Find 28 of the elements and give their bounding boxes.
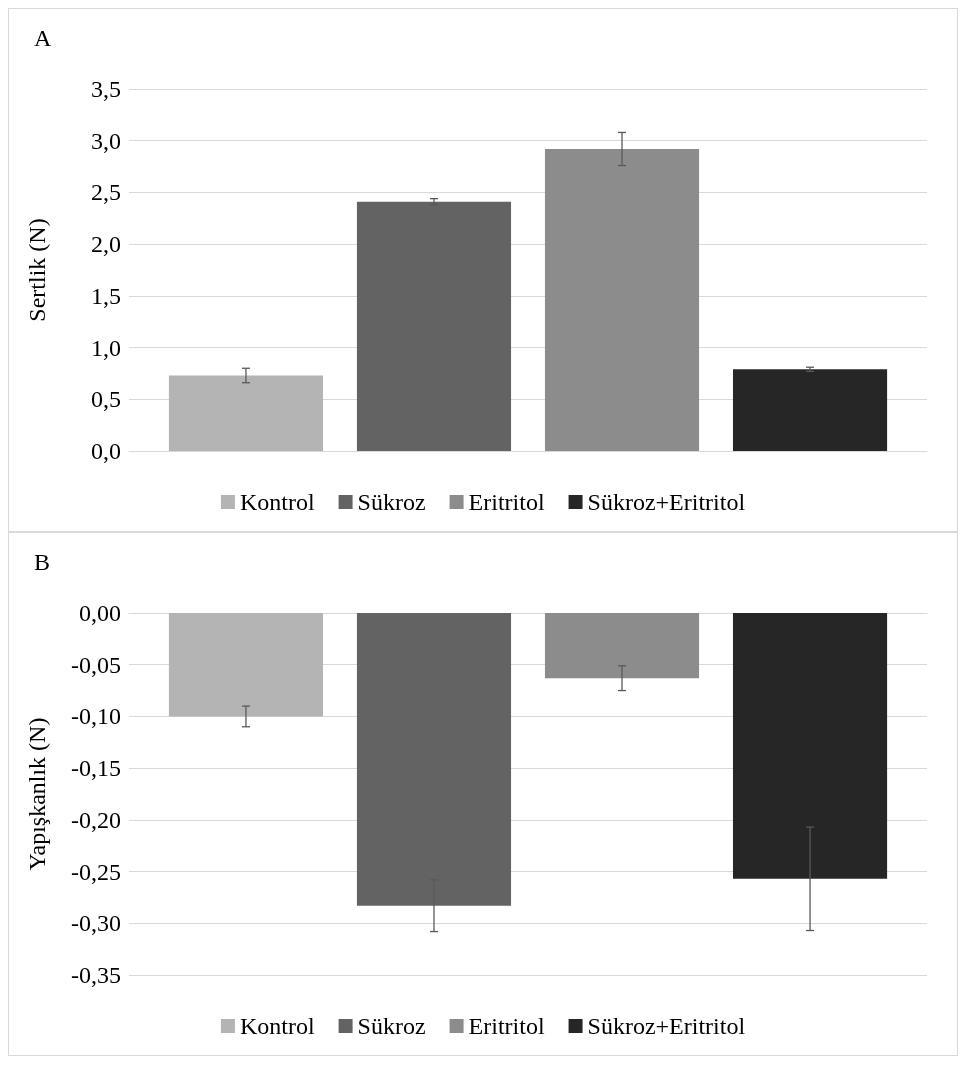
y-tick-label: 0,5 — [91, 386, 121, 413]
y-axis-title: Yapışkanlık (N) — [24, 717, 50, 871]
y-tick-label: -0,20 — [71, 806, 121, 833]
chart-title: B — [34, 549, 51, 575]
y-tick-label: 3,5 — [91, 76, 121, 102]
y-tick-label: -0,35 — [71, 962, 121, 988]
legend-label: Sükroz+Eritritol — [587, 489, 746, 515]
y-tick-label: 2,0 — [91, 231, 121, 258]
legend-label: Eritritol — [468, 1013, 545, 1039]
legend-label: Eritritol — [468, 489, 545, 515]
y-tick-label: -0,05 — [71, 651, 121, 678]
y-tick-label: 1,0 — [91, 334, 121, 361]
legend-label: Kontrol — [239, 1013, 315, 1039]
y-tick-label: 0,0 — [91, 438, 121, 464]
y-tick-label: -0,10 — [71, 703, 121, 730]
legend-label: Sükroz — [357, 489, 426, 515]
y-tick-label: 1,5 — [91, 282, 121, 309]
legend-label: Sükroz — [357, 1013, 426, 1039]
chart-title: A — [34, 25, 52, 51]
y-tick-label: 2,5 — [91, 179, 121, 206]
legend-label: Kontrol — [239, 489, 315, 515]
y-tick-label: -0,25 — [71, 858, 121, 885]
y-tick-label: 3,0 — [91, 127, 121, 154]
y-tick-label: -0,15 — [71, 755, 121, 782]
y-tick-label: 0,00 — [79, 600, 121, 626]
y-axis-title: Sertlik (N) — [24, 218, 50, 322]
legend-label: Sükroz+Eritritol — [587, 1013, 746, 1039]
y-tick-label: -0,30 — [71, 910, 121, 937]
